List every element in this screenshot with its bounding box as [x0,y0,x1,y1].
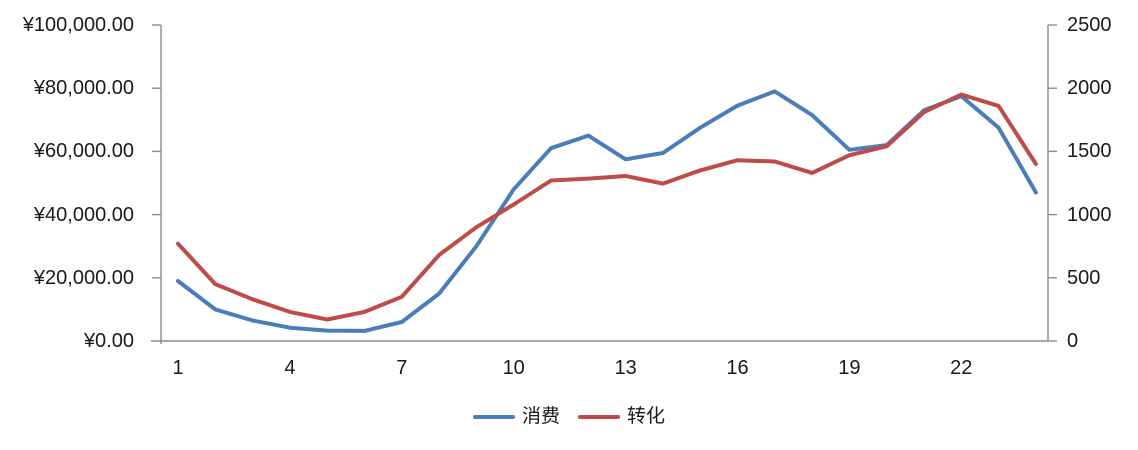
series-2-line-swatch [578,415,620,419]
x-axis-tick-label: 7 [396,357,408,379]
right-axis-tick-label: 1000 [1067,203,1112,226]
series-1-line-swatch [472,415,515,419]
right-axis-tick-label: 2000 [1067,77,1112,100]
left-axis-tick-label: ¥20,000.00 [33,266,134,289]
x-axis-tick-label: 22 [950,357,973,379]
right-axis-tick-label: 0 [1067,330,1079,352]
left-axis-tick-label: ¥0.00 [83,330,134,352]
left-axis-tick-label: ¥60,000.00 [33,140,134,163]
x-axis-tick-label: 13 [614,357,637,379]
x-axis-tick-label: 1 [172,357,184,379]
right-axis-tick-label: 1500 [1067,140,1112,163]
x-axis-tick-label: 10 [502,357,525,379]
legend-item-zhuanhua[interactable]: 转化 [578,405,665,429]
right-axis-tick-label: 2500 [1067,14,1112,36]
right-axis-tick-label: 500 [1067,266,1101,289]
series-line-转化 [176,92,1038,322]
x-axis-tick-label: 19 [838,357,861,379]
legend: 消费 转化 [0,405,1138,429]
left-axis-tick-label: ¥40,000.00 [33,203,134,226]
x-axis-tick-label: 16 [726,357,749,379]
legend-item-xiaofei[interactable]: 消费 [472,405,560,429]
x-axis-tick-label: 4 [284,357,296,379]
legend-label-xiaofei: 消费 [521,406,560,427]
left-axis-tick-label: ¥100,000.00 [22,14,134,36]
left-axis-tick-label: ¥80,000.00 [33,77,134,100]
legend-label-zhuanhua: 转化 [627,406,666,427]
